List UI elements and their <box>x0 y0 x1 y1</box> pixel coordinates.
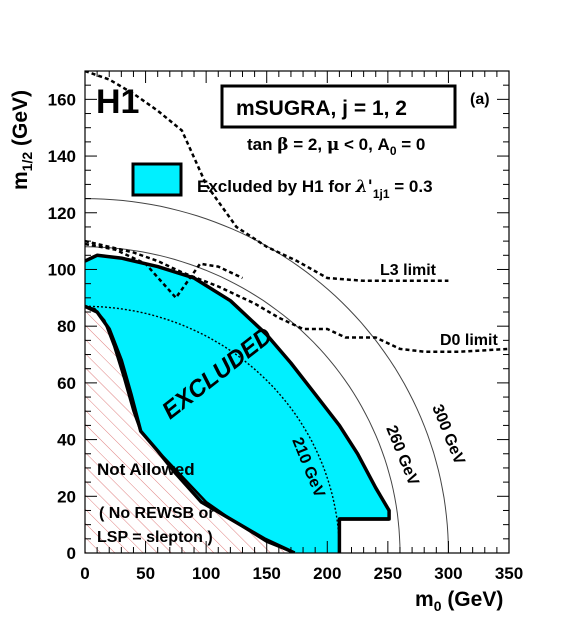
not-allowed-note-line2: LSP = slepton ) <box>97 529 213 546</box>
x-tick-label: 300 <box>434 564 462 583</box>
y-tick-label: 120 <box>48 204 76 223</box>
y-tick-label: 80 <box>57 317 76 336</box>
d0-limit-label: D0 limit <box>440 332 498 349</box>
contour-260 <box>85 246 401 553</box>
y-tick-label: 40 <box>57 431 76 450</box>
not-allowed-label: Not Allowed <box>97 460 195 479</box>
y-tick-label: 160 <box>48 90 76 109</box>
axis-ticks: 0 50 100 150 200 250 300 350 0 20 40 60 80 100 120 140 1… <box>48 70 523 583</box>
x-tick-label: 250 <box>374 564 402 583</box>
h1-logo: H1 <box>96 83 139 121</box>
chart-title: mSUGRA, j = 1, 2 <box>236 97 407 120</box>
legend-label: Excluded by H1 for λ'1j1 = 0.3 <box>197 177 433 201</box>
curves-layer <box>85 71 509 553</box>
limit-curve-2 <box>85 242 244 300</box>
contour-label-260: 260 GeV <box>382 423 422 488</box>
x-tick-label: 150 <box>253 564 281 583</box>
x-tick-label: 50 <box>136 564 155 583</box>
title-box <box>220 84 457 129</box>
limit-curve-0 <box>85 71 449 283</box>
excluded-region <box>85 255 390 553</box>
not-allowed-note-line1: ( No REWSB or <box>99 505 215 522</box>
legend-swatch <box>131 162 183 197</box>
not-allowed-region <box>85 306 295 553</box>
panel-label: (a) <box>470 91 490 108</box>
x-tick-label: 350 <box>495 564 523 583</box>
x-tick-label: 0 <box>80 564 89 583</box>
y-tick-label: 100 <box>48 260 76 279</box>
l3-limit-label: L3 limit <box>380 262 437 279</box>
y-tick-label: 0 <box>67 544 76 563</box>
contour-210 <box>85 305 341 553</box>
y-tick-label: 20 <box>57 487 76 506</box>
x-tick-label: 100 <box>192 564 220 583</box>
regions-layer <box>85 255 390 553</box>
y-axis-title: m1/2 (GeV) <box>9 90 35 190</box>
x-axis-title: m0 (GeV) <box>415 588 503 614</box>
excluded-boundary-outer <box>85 253 391 553</box>
y-tick-label: 140 <box>48 147 76 166</box>
contour-300 <box>85 198 449 553</box>
parameters-text: tan β = 2, μ < 0, A0 = 0 <box>247 135 425 158</box>
y-tick-label: 60 <box>57 374 76 393</box>
x-tick-label: 200 <box>313 564 341 583</box>
contour-label-300: 300 GeV <box>428 402 468 467</box>
not-allowed-boundary <box>85 305 296 553</box>
